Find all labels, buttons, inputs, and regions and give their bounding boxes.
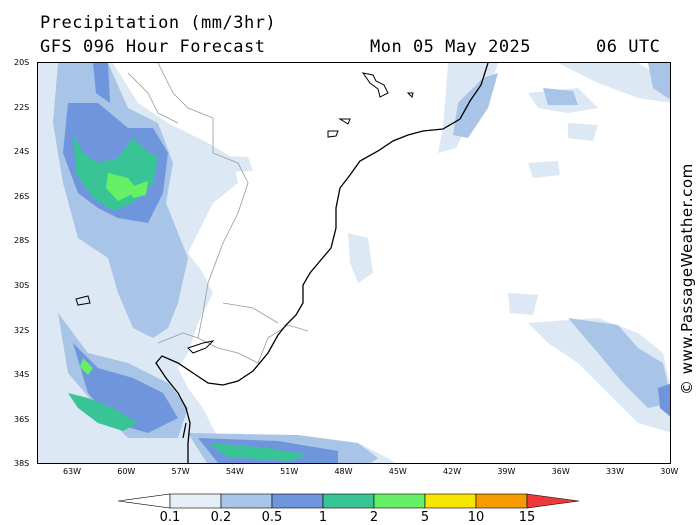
country-borders xyxy=(127,63,309,364)
latitude-label: 26S xyxy=(14,191,30,201)
legend-value: 0.5 xyxy=(261,510,283,525)
coastline xyxy=(155,63,489,463)
green-precip-layer xyxy=(80,173,148,375)
legend-swatch xyxy=(271,493,324,509)
map-title: Precipitation (mm/3hr) xyxy=(40,13,277,33)
legend-swatch xyxy=(475,493,528,509)
latitude-label: 22S xyxy=(14,102,30,112)
forecast-time: 06 UTC xyxy=(596,37,661,57)
legend-swatch-low xyxy=(118,493,171,509)
lagoons xyxy=(75,72,414,354)
longitude-label: 33W xyxy=(605,467,625,476)
credit-text: © www.PassageWeather.com xyxy=(678,163,696,395)
longitude-label: 39W xyxy=(497,467,516,476)
forecast-date: Mon 05 May 2025 xyxy=(370,37,532,57)
latitude-label: 36S xyxy=(14,414,30,424)
legend-value: 1 xyxy=(318,510,328,525)
latitude-label: 38S xyxy=(14,459,30,469)
map-frame xyxy=(37,62,671,464)
legend-swatch-high xyxy=(526,493,580,509)
latitude-label: 34S xyxy=(14,370,30,380)
legend-swatch xyxy=(373,493,426,509)
longitude-label: 45W xyxy=(388,467,407,476)
latitude-label: 32S xyxy=(14,325,30,335)
legend-swatch xyxy=(424,493,477,509)
legend-swatch xyxy=(220,493,273,509)
latitude-label: 28S xyxy=(14,236,30,246)
legend-value: 15 xyxy=(518,510,536,525)
longitude-label: 48W xyxy=(334,467,353,476)
legend-swatch xyxy=(169,493,222,509)
legend-value: 0.1 xyxy=(159,510,181,525)
latitude-label: 30S xyxy=(14,281,30,290)
longitude-label: 30W xyxy=(660,467,679,476)
precipitation-map xyxy=(38,63,670,463)
legend-swatch xyxy=(322,493,375,509)
legend-value: 0.2 xyxy=(210,510,232,525)
longitude-label: 54W xyxy=(225,467,244,476)
longitude-label: 60W xyxy=(117,467,136,476)
legend-value: 10 xyxy=(467,510,485,525)
forecast-label: GFS 096 Hour Forecast xyxy=(40,37,266,57)
longitude-label: 36W xyxy=(551,467,570,476)
legend-value: 2 xyxy=(369,510,379,525)
longitude-label: 63W xyxy=(62,467,82,476)
latitude-label: 24S xyxy=(14,147,30,157)
legend-value: 5 xyxy=(420,510,430,525)
longitude-label: 57W xyxy=(171,467,190,476)
latitude-label: 20S xyxy=(14,58,30,67)
color-scale-legend xyxy=(118,493,580,509)
longitude-label: 51W xyxy=(280,467,299,476)
longitude-label: 42W xyxy=(443,467,462,476)
